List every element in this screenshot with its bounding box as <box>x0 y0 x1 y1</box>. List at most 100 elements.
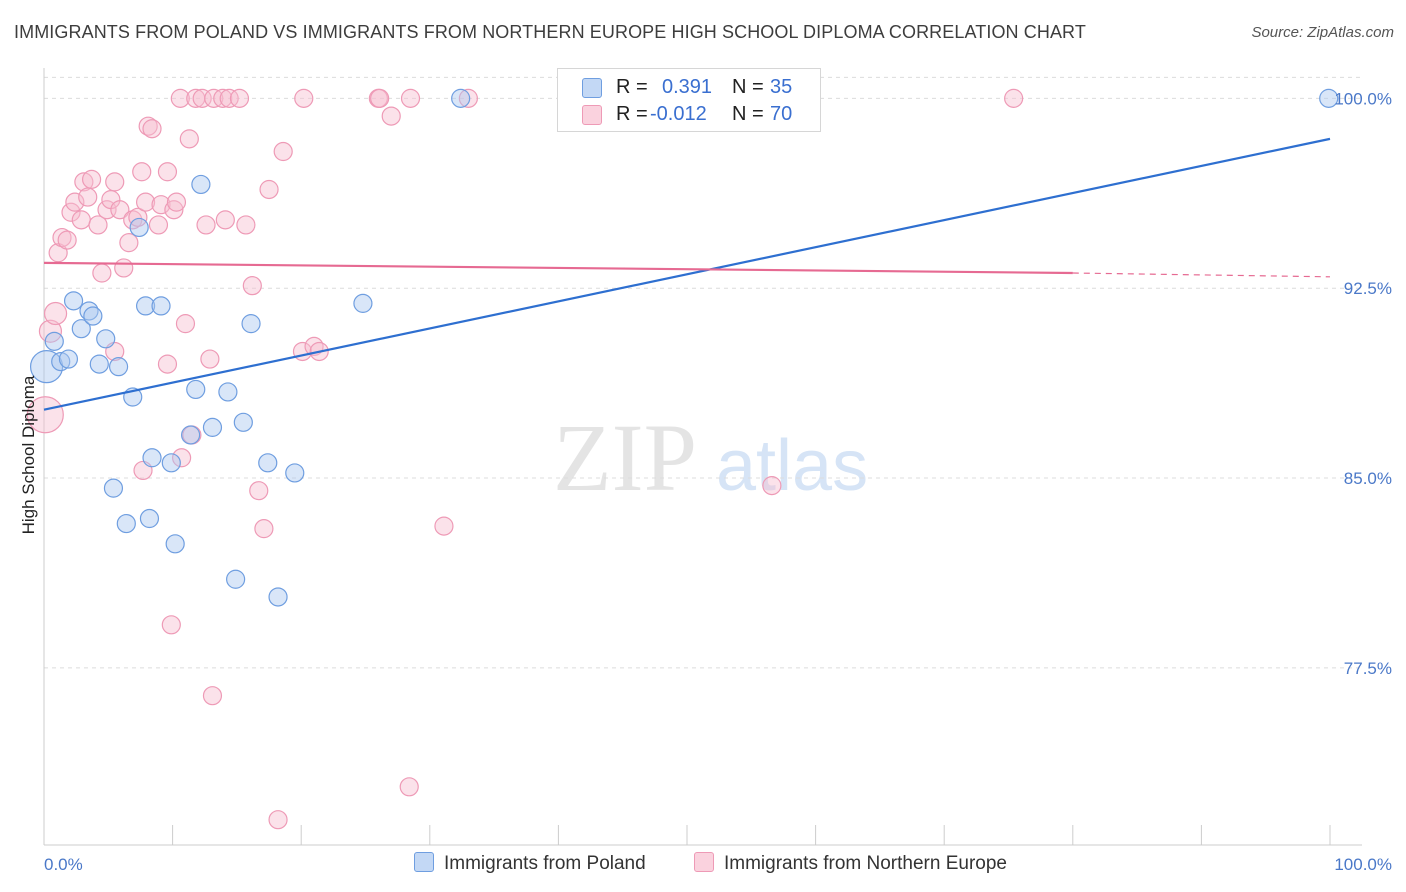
northern-europe-point <box>52 227 72 248</box>
northern-europe-point <box>161 615 181 635</box>
legend-northern-europe-label: Immigrants from Northern Europe <box>724 853 1007 874</box>
poland-point <box>181 425 201 445</box>
poland-point <box>218 382 238 402</box>
poland-point <box>285 463 305 483</box>
poland-point <box>268 587 288 607</box>
northern-europe-point <box>249 481 269 501</box>
poland-point <box>63 291 84 311</box>
y-tick-label: 100.0% <box>1334 89 1392 108</box>
chart-source: Source: ZipAtlas.com <box>1251 24 1394 41</box>
northern-europe-point <box>128 207 148 227</box>
y-tick-label: 77.5% <box>1344 659 1392 678</box>
legend-item-northern-europe: Immigrants from Northern Europe <box>694 852 1007 875</box>
northern-europe-trend-line <box>43 261 1073 275</box>
northern-europe-point <box>370 88 390 108</box>
northern-europe-point <box>110 200 130 220</box>
northern-europe-n-label: N = <box>732 103 764 125</box>
poland-point <box>116 513 136 534</box>
northern-europe-point <box>259 179 279 200</box>
northern-europe-point <box>179 129 199 149</box>
northern-europe-point <box>196 215 216 235</box>
poland-point <box>451 88 471 108</box>
northern-europe-point <box>192 88 212 108</box>
northern-europe-point <box>229 88 250 108</box>
poland-point <box>108 357 129 377</box>
legend-poland-swatch <box>414 852 434 872</box>
poland-point <box>139 508 160 529</box>
northern-europe-point <box>434 516 454 536</box>
poland-point <box>258 453 278 473</box>
northern-europe-point <box>123 210 143 230</box>
watermark-atlas: atlas <box>716 426 868 506</box>
poland-point <box>103 478 124 498</box>
northern-europe-trend-extension <box>1072 272 1331 278</box>
northern-europe-point <box>135 192 156 212</box>
northern-europe-point <box>157 162 178 182</box>
poland-point <box>58 349 79 369</box>
northern-europe-point <box>172 448 192 468</box>
northern-europe-point <box>200 349 220 369</box>
poland-point <box>353 293 373 313</box>
poland-n-label: N = <box>732 76 764 98</box>
y-axis-label: High School Diploma <box>19 375 38 534</box>
series-northern-europe-points <box>26 88 1024 830</box>
northern-europe-point <box>38 319 63 343</box>
legend-item-poland: Immigrants from Poland <box>414 852 646 875</box>
northern-europe-point <box>74 172 94 192</box>
y-tick-label: 92.5% <box>1344 279 1392 298</box>
northern-europe-point <box>170 88 190 108</box>
northern-europe-point <box>78 187 98 207</box>
poland-point <box>44 331 64 351</box>
poland-point <box>51 351 71 372</box>
poland-point <box>161 453 181 473</box>
y-tick-label: 85.0% <box>1344 469 1392 488</box>
poland-swatch <box>582 78 602 98</box>
chart-title: IMMIGRANTS FROM POLAND VS IMMIGRANTS FRO… <box>14 22 1086 42</box>
northern-europe-point <box>400 88 421 108</box>
poland-point <box>226 569 246 589</box>
northern-europe-point <box>175 314 196 334</box>
northern-europe-point <box>92 263 112 283</box>
northern-europe-point <box>213 88 233 108</box>
northern-europe-point <box>1004 88 1024 108</box>
northern-europe-point <box>273 141 293 162</box>
legend-poland-label: Immigrants from Poland <box>444 853 646 874</box>
northern-europe-n-value: 70 <box>770 103 793 125</box>
watermark-zip: ZIP <box>553 404 697 511</box>
northern-europe-point <box>61 202 81 222</box>
poland-point <box>89 354 109 374</box>
poland-r-value: 0.391 <box>662 76 713 98</box>
poland-r-label: R = <box>616 76 648 98</box>
series-poland-points <box>29 88 1339 607</box>
northern-europe-point <box>254 519 274 539</box>
poland-point <box>202 417 223 437</box>
northern-europe-point <box>114 258 134 278</box>
northern-europe-point <box>219 88 239 108</box>
northern-europe-point <box>381 106 401 126</box>
northern-europe-point <box>105 172 125 192</box>
northern-europe-point <box>132 162 152 182</box>
northern-europe-point <box>157 354 178 374</box>
poland-point <box>142 448 162 468</box>
northern-europe-point <box>166 192 187 212</box>
poland-point <box>191 174 211 195</box>
axis-labels: High School Diploma 100.0% 92.5% 85.0% 77.5… <box>19 89 1392 874</box>
zipatlas-watermark: ZIP atlas <box>553 404 868 511</box>
northern-europe-point <box>119 233 139 253</box>
poland-point <box>83 306 103 326</box>
poland-point <box>233 412 253 432</box>
northern-europe-swatch <box>582 105 602 125</box>
axes <box>43 68 1362 846</box>
poland-point <box>151 296 171 316</box>
northern-europe-point <box>202 686 223 706</box>
northern-europe-point <box>242 276 262 296</box>
northern-europe-point <box>236 215 256 235</box>
legend-northern-europe-swatch <box>694 852 714 872</box>
northern-europe-point <box>26 396 64 434</box>
northern-europe-point <box>458 88 478 108</box>
northern-europe-point <box>164 200 184 220</box>
northern-europe-point <box>215 210 235 230</box>
northern-europe-r-label: R = <box>616 103 648 125</box>
northern-europe-point <box>65 192 85 212</box>
